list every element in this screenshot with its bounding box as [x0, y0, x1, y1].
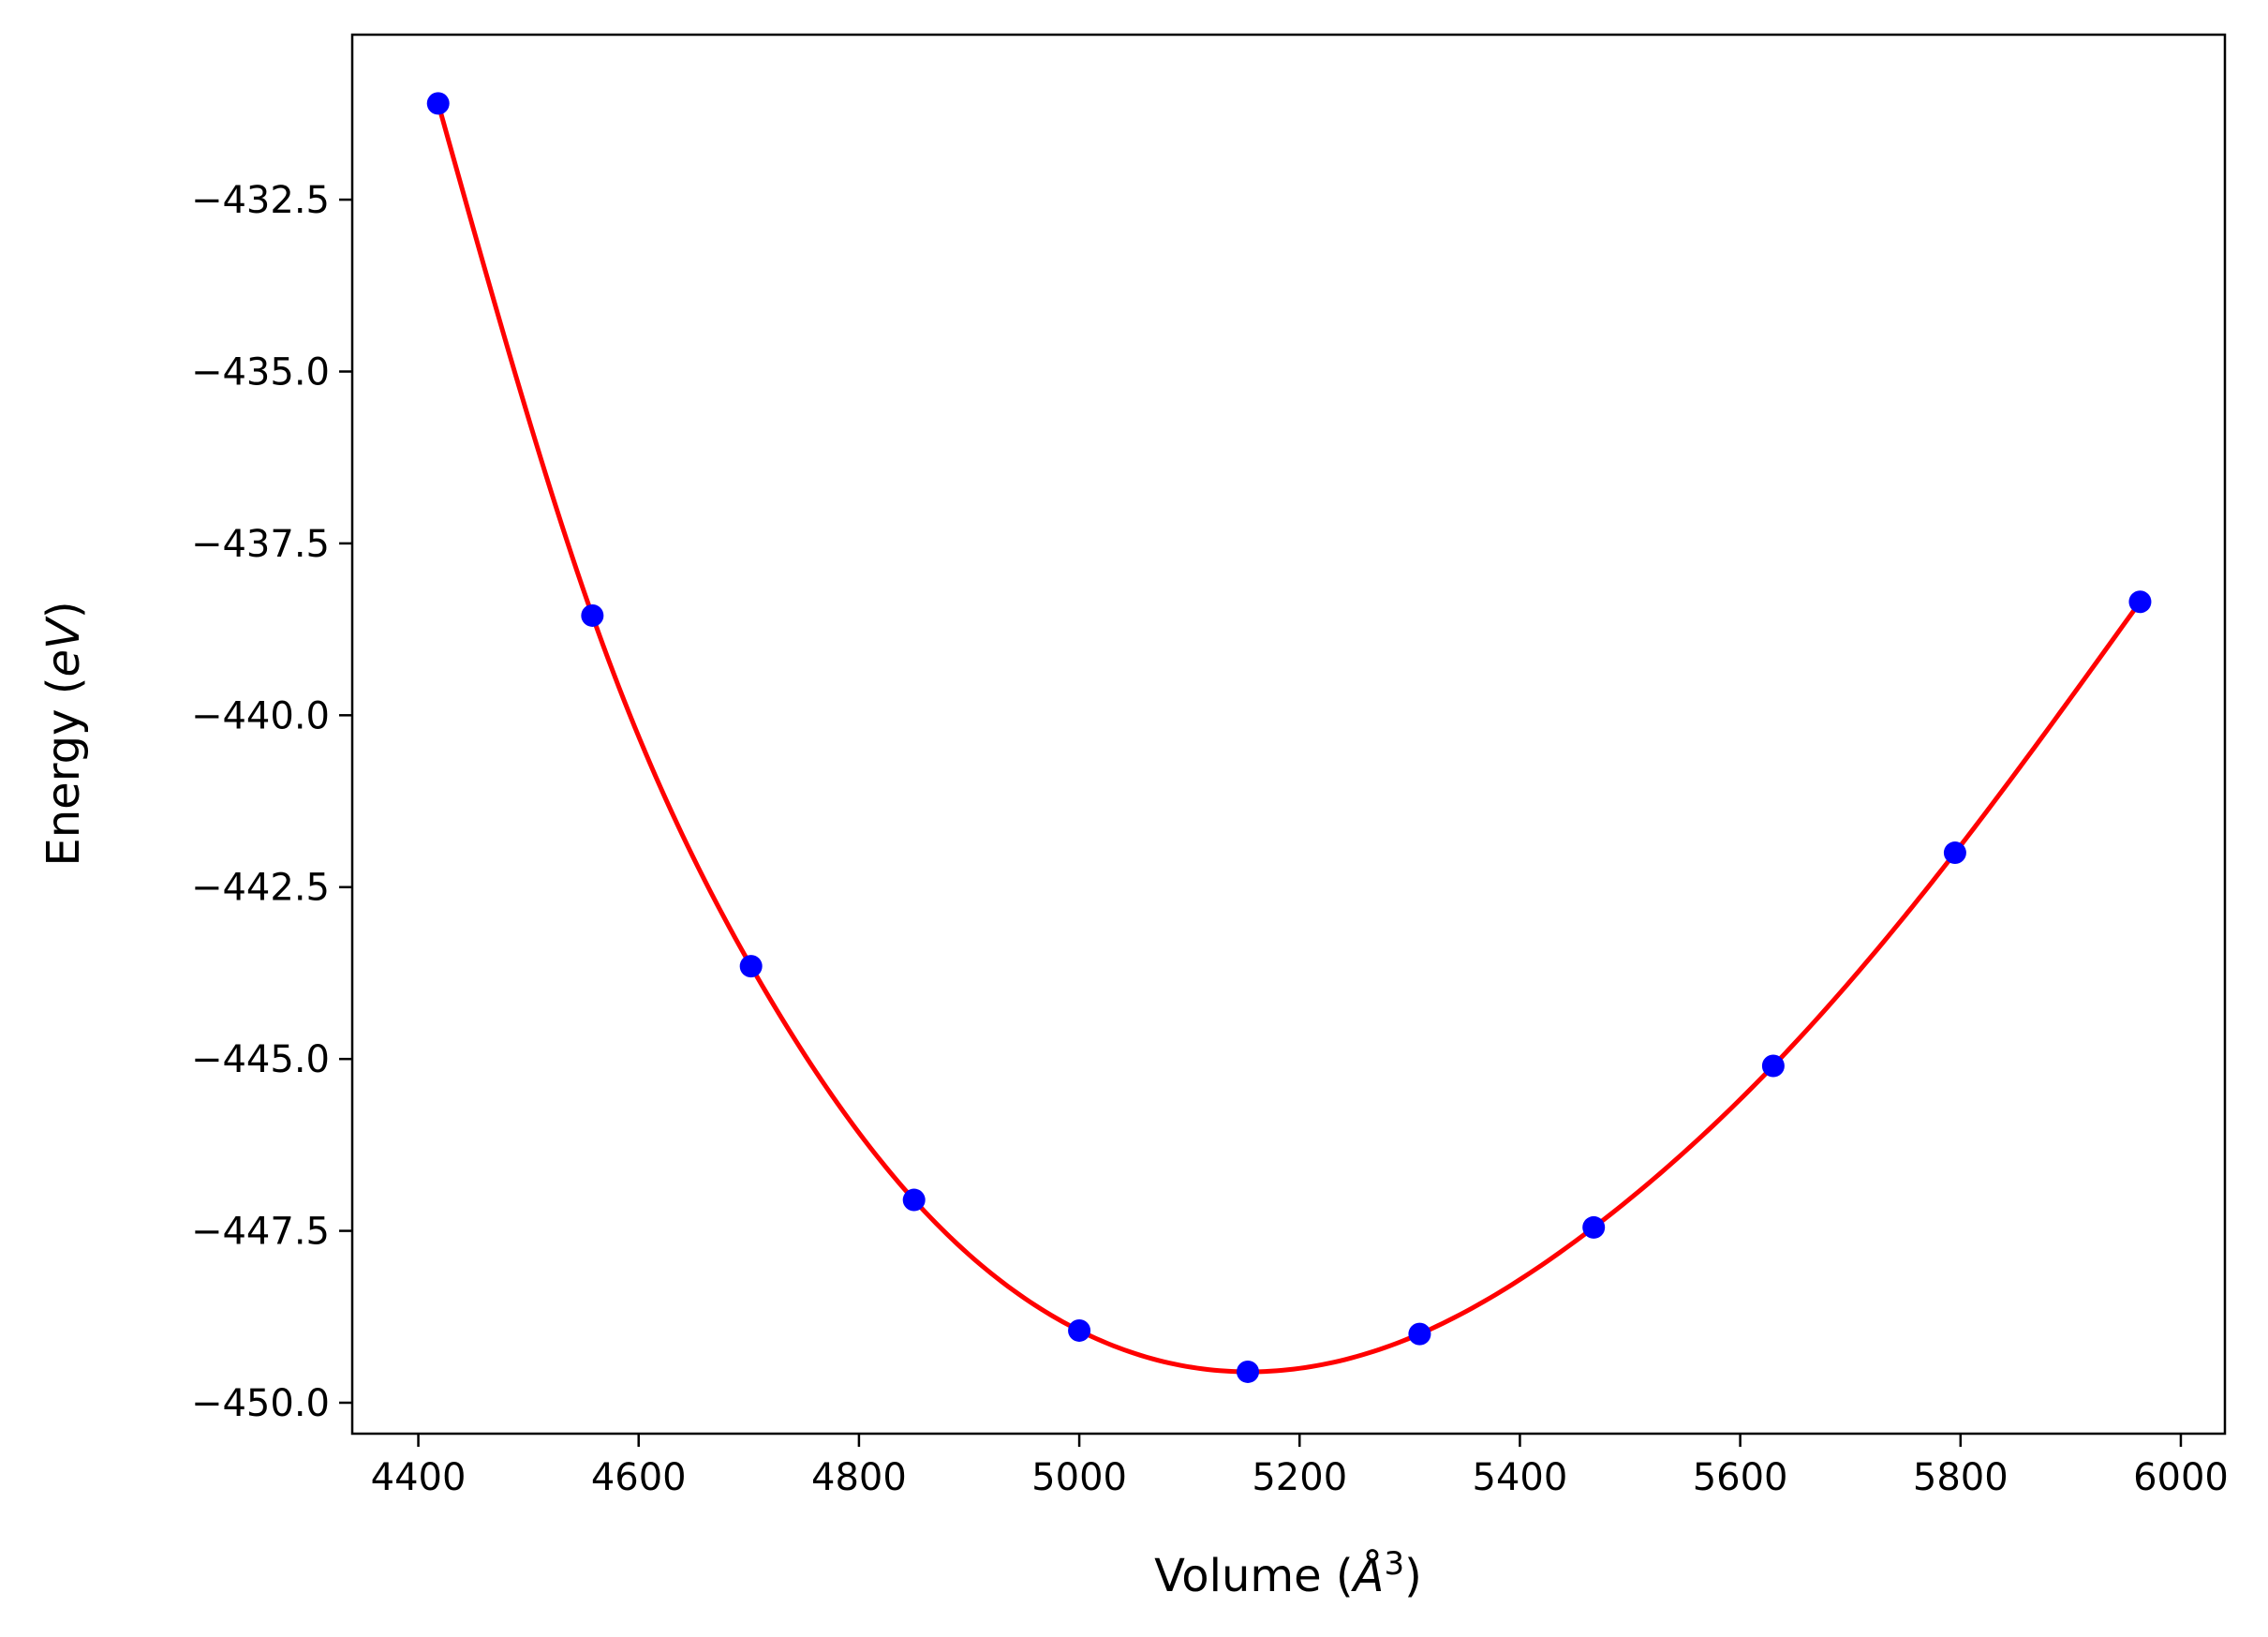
plot-background — [352, 35, 2225, 1434]
x-tick-label: 5600 — [1693, 1456, 1788, 1499]
y-tick-label: −445.0 — [191, 1038, 330, 1081]
data-point — [1582, 1215, 1606, 1239]
y-tick-label: −435.0 — [191, 350, 330, 394]
data-point — [1761, 1054, 1785, 1078]
y-tick-label: −447.5 — [191, 1211, 330, 1254]
x-tick-label: 4400 — [371, 1456, 467, 1499]
y-tick-label: −437.5 — [191, 523, 330, 566]
x-tick-label: 5800 — [1913, 1456, 2009, 1499]
x-axis-label-text: Volume — [1154, 1550, 1322, 1602]
y-axis-label: Energy (eV) — [37, 601, 90, 866]
x-axis-unit-power: 3 — [1384, 1545, 1404, 1583]
x-axis-label: Volume (Å3) — [1154, 1545, 1422, 1602]
data-point — [1236, 1360, 1259, 1383]
x-tick-label: 5000 — [1031, 1456, 1127, 1499]
data-point — [581, 603, 604, 627]
data-point — [1408, 1322, 1431, 1346]
y-axis-label-text: Energy — [37, 709, 90, 867]
y-axis-ticks: −432.5 −435.0 −437.5 −440.0 −442.5 −445.0 −447… — [191, 179, 352, 1425]
x-tick-label: 6000 — [2133, 1456, 2229, 1499]
y-tick-label: −442.5 — [191, 867, 330, 910]
y-tick-label: −432.5 — [191, 179, 330, 222]
y-tick-label: −450.0 — [191, 1382, 330, 1425]
data-point — [426, 92, 450, 115]
x-axis-ticks: 4400 4600 4800 5000 5200 5400 5600 5800 6000 — [371, 1434, 2229, 1499]
data-points-layer — [426, 92, 2152, 1383]
data-point — [1943, 841, 1966, 865]
x-tick-label: 5200 — [1252, 1456, 1347, 1499]
y-axis-unit: eV — [37, 616, 90, 677]
data-point — [902, 1188, 926, 1212]
y-tick-label: −440.0 — [191, 694, 330, 737]
data-point — [739, 955, 763, 978]
x-tick-label: 5400 — [1473, 1456, 1568, 1499]
data-point — [2128, 590, 2152, 614]
x-tick-label: 4600 — [591, 1456, 687, 1499]
x-axis-unit: Å — [1351, 1549, 1385, 1602]
plot-frame — [350, 33, 2227, 1436]
data-point — [1068, 1318, 1091, 1342]
x-tick-label: 4800 — [811, 1456, 907, 1499]
